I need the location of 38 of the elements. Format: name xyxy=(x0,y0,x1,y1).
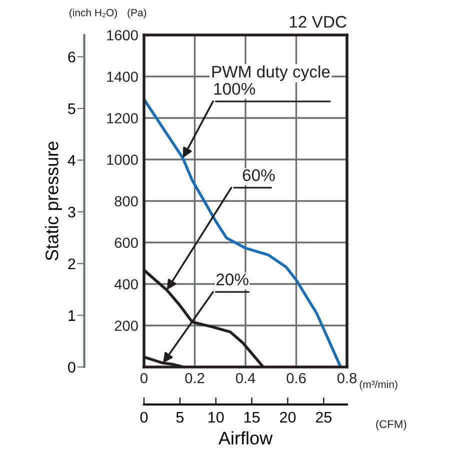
annotation: PWM duty cycle xyxy=(212,65,330,81)
y3-tick-label: 1 xyxy=(68,310,76,321)
y-tick-label: 200 xyxy=(114,320,138,331)
y-tick-label: 800 xyxy=(114,196,138,206)
annotation: 60% xyxy=(242,169,275,182)
y-tick-label: 400 xyxy=(114,279,138,290)
annotation: 100% xyxy=(214,82,256,95)
x-tick-label: 0.6 xyxy=(286,372,306,384)
x-tick-label: 0 xyxy=(140,372,148,384)
y-axis-title: Static pressure xyxy=(45,142,62,260)
y-tick-label: 1400 xyxy=(107,72,138,82)
y3-tick-label: 4 xyxy=(68,155,76,166)
text: (inch H₂O) xyxy=(70,8,117,18)
x2-tick-label: 10 xyxy=(208,412,224,423)
text: 12 VDC xyxy=(290,16,346,28)
x2-tick-label: 15 xyxy=(244,412,260,423)
x2-tick-label: 0 xyxy=(140,412,148,423)
y-tick-label: 1600 xyxy=(107,30,138,40)
y3-tick-label: 2 xyxy=(68,258,76,270)
line-series xyxy=(144,98,342,367)
x-tick-label: 0.4 xyxy=(236,372,256,384)
x2-tick-label: 5 xyxy=(176,412,184,423)
text: (CFM) xyxy=(376,420,406,430)
y3-tick-label: 6 xyxy=(68,52,76,62)
x-tick-label: 0.2 xyxy=(185,372,204,384)
text: (m³/min) xyxy=(360,380,398,390)
y-tick-label: 1000 xyxy=(107,154,138,165)
y3-tick-label: 5 xyxy=(68,103,76,114)
y-tick-label: 1200 xyxy=(107,113,138,124)
y3-tick-label: 0 xyxy=(68,362,76,373)
x2-tick-label: 25 xyxy=(316,412,332,423)
y-tick-label: 600 xyxy=(114,238,138,248)
x-tick-label: 0.8 xyxy=(337,372,357,384)
annotation: 20% xyxy=(216,274,248,286)
x-axis-title: Airflow xyxy=(218,431,273,445)
y3-tick-label: 3 xyxy=(68,206,76,218)
text: (Pa) xyxy=(128,8,146,18)
x2-tick-label: 20 xyxy=(280,412,296,423)
